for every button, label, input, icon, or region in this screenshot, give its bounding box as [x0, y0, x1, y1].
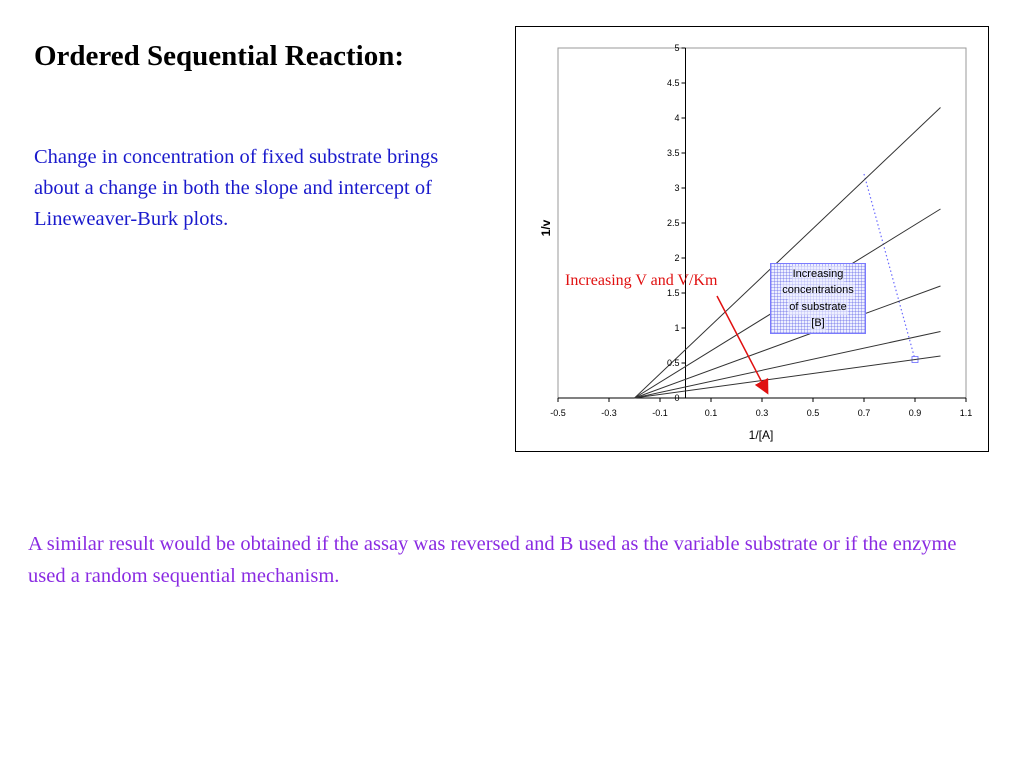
trend-layer — [863, 173, 919, 363]
series-layer — [634, 107, 941, 399]
y-tick-label: 3 — [674, 183, 679, 193]
annotation-label: Increasing V and V/Km — [565, 272, 718, 289]
ticks-layer: 0 0.5 1 1.5 2 2.5 3 3.5 4 4.5 5 -0.5 -0.3 -0.1 0.1 0.3 0… — [550, 43, 972, 418]
axes-layer — [557, 47, 967, 399]
y-tick-label: 1 — [674, 323, 679, 333]
y-axis-label: 1/v — [539, 219, 553, 236]
y-tick-label: 1.5 — [667, 288, 680, 298]
y-tick-label: 0 — [674, 393, 679, 403]
y-tick-label: 4.5 — [667, 78, 680, 88]
y-tick-label: 2 — [674, 253, 679, 263]
x-tick-label: -0.5 — [550, 408, 566, 418]
chart-frame: 0 0.5 1 1.5 2 2.5 3 3.5 4 4.5 5 -0.5 -0.3 -0.1 0.1 0.3 0… — [515, 26, 989, 452]
x-tick-label: 0.9 — [909, 408, 922, 418]
x-tick-label: 0.5 — [807, 408, 820, 418]
slide-title: Ordered Sequential Reaction: — [34, 40, 404, 72]
y-tick-label: 2.5 — [667, 218, 680, 228]
lineweaver-burk-chart: 0 0.5 1 1.5 2 2.5 3 3.5 4 4.5 5 -0.5 -0.3 -0.1 0.1 0.3 0… — [539, 43, 972, 442]
series-line-5 — [634, 355, 941, 399]
legend-line-2: concentrations — [781, 282, 855, 299]
y-tick-label: 0.5 — [667, 358, 680, 368]
x-tick-label: 0.7 — [858, 408, 871, 418]
trend-dotted-line — [863, 173, 916, 360]
y-tick-label: 3.5 — [667, 148, 680, 158]
legend-box: Increasing concentrations of substrate [… — [770, 263, 866, 334]
x-tick-label: 1.1 — [960, 408, 973, 418]
slide-description: Change in concentration of fixed substra… — [34, 146, 439, 230]
x-tick-label: -0.1 — [652, 408, 668, 418]
series-line-4 — [634, 331, 941, 399]
legend-line-3: of substrate — [788, 298, 848, 315]
x-axis-label: 1/[A] — [749, 428, 774, 442]
x-tick-label: 0.1 — [705, 408, 718, 418]
legend-line-1: Increasing — [791, 265, 845, 282]
series-line-1 — [634, 107, 941, 399]
legend-line-4: [B] — [810, 315, 826, 332]
y-tick-label: 4 — [674, 113, 679, 123]
slide-footer: A similar result would be obtained if th… — [28, 533, 957, 587]
x-tick-label: 0.3 — [756, 408, 769, 418]
x-tick-label: -0.3 — [601, 408, 617, 418]
y-tick-label: 5 — [674, 43, 679, 53]
plot-area — [557, 47, 967, 399]
series-line-3 — [634, 285, 941, 399]
